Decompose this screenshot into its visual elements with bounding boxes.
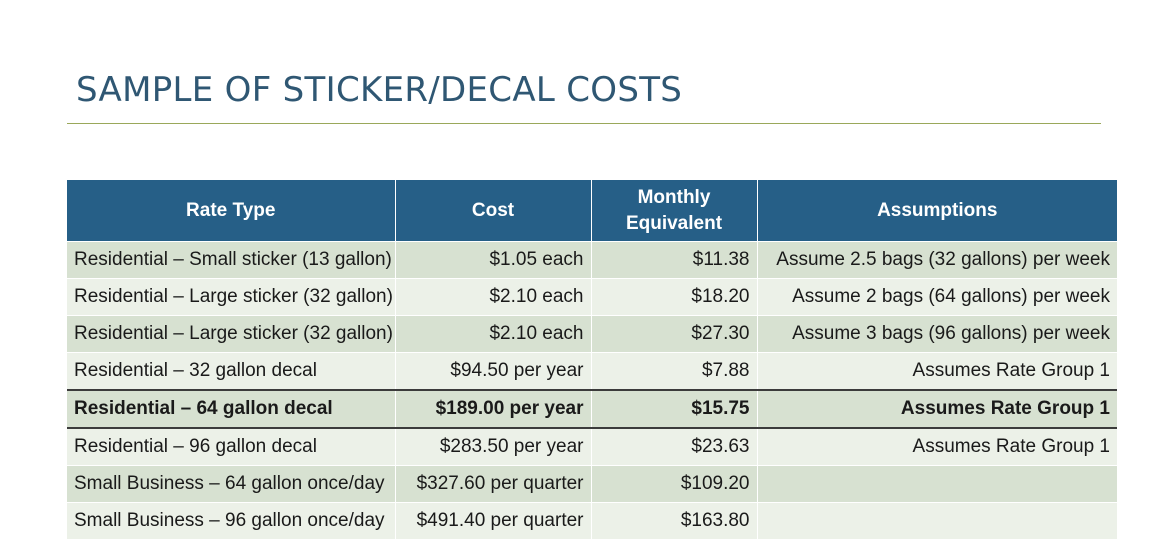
cell-assumptions: Assumes Rate Group 1 [757, 389, 1117, 429]
cell-cost: $1.05 each [395, 241, 592, 279]
cell-rate-type: Residential – 64 gallon decal [67, 389, 396, 429]
cell-cost: $327.60 per quarter [395, 465, 592, 503]
cell-rate-type: Residential – 32 gallon decal [67, 352, 396, 390]
table-row: Small Business – 96 gallon once/day $491.… [67, 502, 1117, 539]
cell-rate-type: Residential – Small sticker (13 gallon) [67, 241, 396, 279]
cell-cost: $2.10 each [395, 315, 592, 353]
cell-rate-type: Residential – Large sticker (32 gallon) [67, 315, 396, 353]
cell-monthly-equivalent: $18.20 [591, 278, 758, 316]
table-row: Residential – 96 gallon decal $283.50 per… [67, 427, 1117, 466]
cell-rate-type: Small Business – 64 gallon once/day [67, 465, 396, 503]
cell-cost: $189.00 per year [395, 389, 592, 429]
cell-monthly-equivalent: $7.88 [591, 352, 758, 390]
cell-cost: $491.40 per quarter [395, 502, 592, 539]
cell-monthly-equivalent: $163.80 [591, 502, 758, 539]
table-row: Residential – Large sticker (32 gallon) $… [67, 278, 1117, 316]
cell-assumptions [757, 502, 1117, 539]
cell-cost: $94.50 per year [395, 352, 592, 390]
cost-table: Rate Type Cost Monthly Equivalent Assump… [67, 180, 1117, 539]
table-row: Residential – Small sticker (13 gallon) $… [67, 241, 1117, 279]
cell-rate-type: Small Business – 96 gallon once/day [67, 502, 396, 539]
cell-cost: $2.10 each [395, 278, 592, 316]
table-row: Residential – Large sticker (32 gallon) $… [67, 315, 1117, 353]
table-row: Small Business – 64 gallon once/day $327.… [67, 465, 1117, 503]
cell-monthly-equivalent: $27.30 [591, 315, 758, 353]
cell-assumptions: Assumes Rate Group 1 [757, 352, 1117, 390]
cell-assumptions: Assume 3 bags (96 gallons) per week [757, 315, 1117, 353]
cell-assumptions: Assume 2 bags (64 gallons) per week [757, 278, 1117, 316]
cell-monthly-equivalent: $15.75 [591, 389, 758, 429]
header-rate-type: Rate Type [67, 180, 396, 242]
cell-cost: $283.50 per year [395, 427, 592, 466]
title-divider [67, 123, 1101, 124]
cell-rate-type: Residential – 96 gallon decal [67, 427, 396, 466]
cell-assumptions: Assumes Rate Group 1 [757, 427, 1117, 466]
cell-monthly-equivalent: $11.38 [591, 241, 758, 279]
cell-assumptions: Assume 2.5 bags (32 gallons) per week [757, 241, 1117, 279]
table-header-row: Rate Type Cost Monthly Equivalent Assump… [67, 180, 1117, 242]
header-monthly-equivalent-text: Monthly Equivalent [625, 186, 723, 234]
cell-monthly-equivalent: $23.63 [591, 427, 758, 466]
header-assumptions: Assumptions [757, 180, 1117, 242]
cell-rate-type: Residential – Large sticker (32 gallon) [67, 278, 396, 316]
table-row: Residential – 32 gallon decal $94.50 per … [67, 352, 1117, 390]
page-title: SAMPLE OF STICKER/DECAL COSTS [76, 70, 683, 110]
table-row: Residential – 64 gallon decal $189.00 per… [67, 389, 1117, 429]
cell-monthly-equivalent: $109.20 [591, 465, 758, 503]
header-monthly-equivalent: Monthly Equivalent [591, 180, 758, 242]
header-cost: Cost [395, 180, 592, 242]
cell-assumptions [757, 465, 1117, 503]
